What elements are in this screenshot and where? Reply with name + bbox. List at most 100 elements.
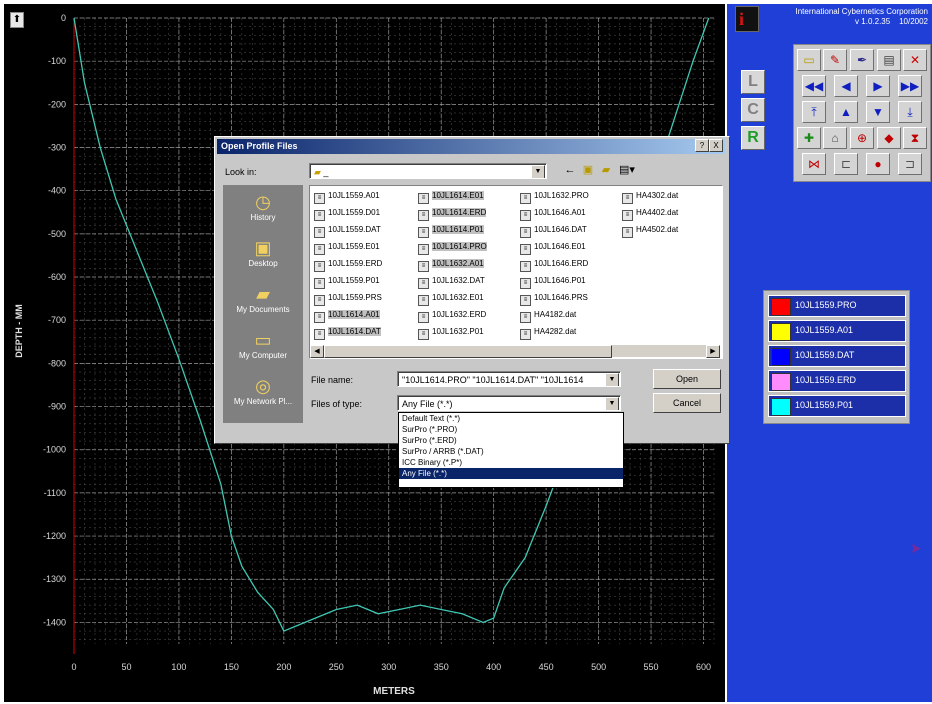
file-item[interactable]: ≡ HA4182.dat [520,309,576,323]
center-icon[interactable]: ◆ [877,127,901,149]
first-icon[interactable]: ◀◀ [802,75,826,97]
loaded-file-item[interactable]: 10JL1559.P01 [768,395,906,417]
file-item[interactable]: ≡ 10JL1559.DAT [314,224,381,238]
loaded-file-item[interactable]: 10JL1559.A01 [768,320,906,342]
file-type-option[interactable]: SurPro (*.ERD) [402,436,457,445]
file-name: HA4282.dat [534,327,577,336]
scroll-left-icon[interactable]: ◀ [310,345,324,358]
close-icon[interactable]: ✕ [903,49,927,71]
file-item[interactable]: ≡ 10JL1559.P01 [314,275,380,289]
file-item[interactable]: ≡ 10JL1559.D01 [314,207,380,221]
file-type-option[interactable]: Default Text (*.*) [402,414,461,423]
file-item[interactable]: ≡ 10JL1559.A01 [314,190,380,204]
file-item[interactable]: ≡ 10JL1614.E01 [418,190,484,204]
place-history[interactable]: ◷ History [225,189,301,235]
file-item[interactable]: ≡ 10JL1614.DAT [314,326,381,340]
open-button[interactable]: Open [653,369,721,389]
file-item[interactable]: ≡ 10JL1559.E01 [314,241,380,255]
scroll-thumb[interactable] [324,345,612,358]
file-item[interactable]: ≡ 10JL1614.ERD [418,207,487,221]
file-item[interactable]: ≡ HA4302.dat [622,190,678,204]
file-icon: ≡ [314,329,325,340]
dot-icon[interactable]: ● [866,153,890,175]
file-type-option[interactable]: ICC Binary (*.P*) [402,458,463,467]
file-type-dropdown[interactable]: Default Text (*.*) SurPro (*.PRO) SurPro (… [398,412,624,488]
file-item[interactable]: ≡ 10JL1559.PRS [314,292,382,306]
target-icon[interactable]: ✚ [797,127,821,149]
x-tick-label: 50 [121,662,131,672]
file-name-input[interactable]: "10JL1614.PRO" "10JL1614.DAT" "10JL1614 … [397,371,621,387]
pen-icon[interactable]: ✒ [850,49,874,71]
file-item[interactable]: ≡ 10JL1614.PRO [418,241,487,255]
up-folder-icon[interactable]: ▣ [582,164,594,176]
loaded-file-item[interactable]: 10JL1559.ERD [768,370,906,392]
hourglass-icon[interactable]: ⧗ [903,127,927,149]
pencil-icon[interactable]: ✎ [823,49,847,71]
bowtie-icon[interactable]: ⋈ [802,153,826,175]
places-bar: ◷ History ▣ Desktop ▰ My Documents ▭ My Compute… [223,185,303,423]
y-tick-label: 0 [61,13,66,23]
file-item[interactable]: ≡ 10JL1614.P01 [418,224,484,238]
next-icon[interactable]: ▶ [866,75,890,97]
chevron-down-icon[interactable]: ▼ [531,165,545,178]
chevron-down-icon[interactable]: ▼ [605,397,619,410]
cancel-button[interactable]: Cancel [653,393,721,413]
lock-icon[interactable]: ⌂ [823,127,847,149]
file-item[interactable]: ≡ 10JL1632.A01 [418,258,484,272]
crosshair-icon[interactable]: ⊕ [850,127,874,149]
printer-icon[interactable]: ▤ [877,49,901,71]
file-item[interactable]: ≡ 10JL1646.E01 [520,241,586,255]
file-item[interactable]: ≡ HA4402.dat [622,207,678,221]
close-button[interactable]: X [709,139,723,152]
help-button[interactable]: ? [695,139,709,152]
place-my-network-pl[interactable]: ◎ My Network Pl... [225,373,301,419]
place-my-documents[interactable]: ▰ My Documents [225,281,301,327]
down-icon[interactable]: ▼ [866,101,890,123]
file-item[interactable]: ≡ 10JL1632.ERD [418,309,486,323]
file-item[interactable]: ≡ 10JL1632.P01 [418,326,484,340]
lcr-button-c[interactable]: C [741,98,765,122]
file-list[interactable]: ◀ ▶ ≡ 10JL1559.A01 ≡ 10JL1559.D01 ≡ 10JL1559.… [309,185,723,359]
lcr-button-r[interactable]: R [741,126,765,150]
file-item[interactable]: ≡ 10JL1646.ERD [520,258,589,272]
back-icon[interactable]: ← [564,164,576,176]
file-name: 10JL1559.DAT [328,225,381,234]
new-folder-icon[interactable]: ▰ [601,164,611,176]
frame-icon[interactable]: ⊏ [834,153,858,175]
file-type-option[interactable]: Any File (*.*) [399,468,623,479]
file-item[interactable]: ≡ 10JL1632.E01 [418,292,484,306]
file-item[interactable]: ≡ HA4502.dat [622,224,678,238]
corner-icon[interactable]: ⊐ [898,153,922,175]
file-name: 10JL1646.ERD [534,259,589,268]
file-item[interactable]: ≡ 10JL1559.ERD [314,258,382,272]
file-item[interactable]: ≡ 10JL1646.P01 [520,275,586,289]
file-item[interactable]: ≡ 10JL1646.PRS [520,292,588,306]
file-item[interactable]: ≡ HA4282.dat [520,326,577,340]
scroll-up-button[interactable]: ⬆ [10,12,24,28]
file-type-select[interactable]: Any File (*.*) ▼ [397,395,621,411]
scroll-right-icon[interactable]: ▶ [706,345,720,358]
file-type-option[interactable]: SurPro (*.PRO) [402,425,458,434]
loaded-file-item[interactable]: 10JL1559.PRO [768,295,906,317]
loaded-file-item[interactable]: 10JL1559.DAT [768,345,906,367]
place-label: Desktop [248,259,278,268]
folder-icon[interactable]: ▭ [797,49,821,71]
file-item[interactable]: ≡ 10JL1614.A01 [314,309,380,323]
place-desktop[interactable]: ▣ Desktop [225,235,301,281]
file-item[interactable]: ≡ 10JL1632.PRO [520,190,589,204]
last-icon[interactable]: ▶▶ [898,75,922,97]
file-type-option[interactable]: SurPro / ARRB (*.DAT) [402,447,484,456]
horizontal-scrollbar[interactable]: ◀ ▶ [310,344,720,358]
chevron-down-icon[interactable]: ▼ [605,373,619,386]
bottom-icon[interactable]: ⤓ [898,101,922,123]
file-item[interactable]: ≡ 10JL1646.A01 [520,207,586,221]
view-menu-icon[interactable]: ▤▾ [619,164,635,176]
file-item[interactable]: ≡ 10JL1646.DAT [520,224,587,238]
prev-icon[interactable]: ◀ [834,75,858,97]
file-item[interactable]: ≡ 10JL1632.DAT [418,275,485,289]
lcr-button-l[interactable]: L [741,70,765,94]
up-icon[interactable]: ▲ [834,101,858,123]
place-my-computer[interactable]: ▭ My Computer [225,327,301,373]
look-in-combo[interactable]: ▰ _ ▼ [309,163,547,179]
top-icon[interactable]: ⤒ [802,101,826,123]
